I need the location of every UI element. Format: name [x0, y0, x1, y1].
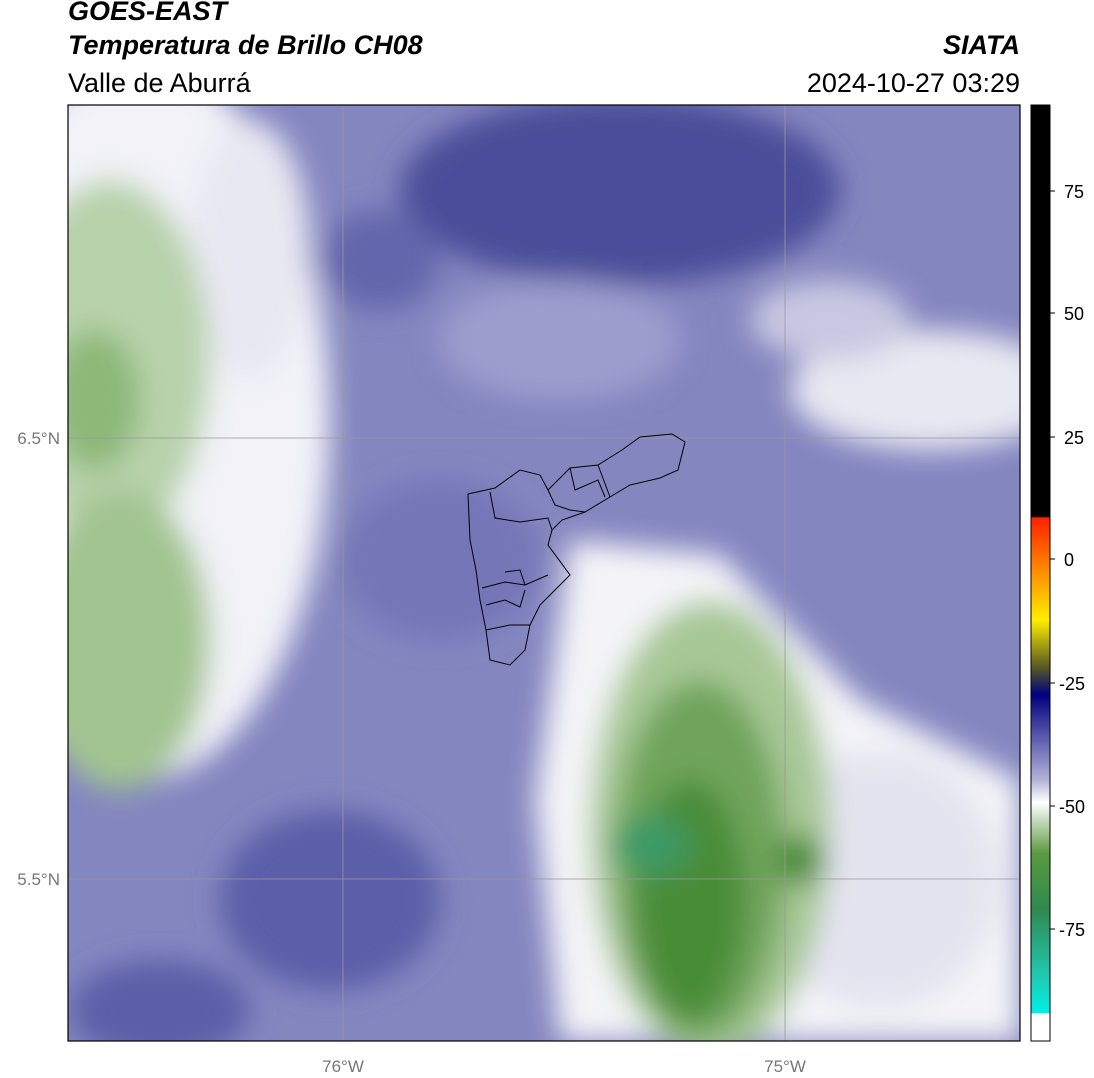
source: SIATA — [943, 30, 1020, 60]
region: Valle de Aburrá — [68, 68, 252, 98]
title: GOES-EAST — [68, 0, 230, 26]
map-frame — [67, 104, 1021, 1042]
colorbar-label: 0 — [1064, 550, 1074, 570]
lat-label: 5.5°N — [17, 870, 60, 889]
lat-label: 6.5°N — [17, 429, 60, 448]
municipal-outline — [467, 433, 686, 666]
map-image — [68, 105, 1020, 1041]
lon-label: 75°W — [764, 1057, 806, 1076]
datetime: 2024-10-27 03:29 — [807, 68, 1020, 98]
colorbar-label: 75 — [1064, 182, 1084, 202]
colorbar-label: 50 — [1064, 304, 1084, 324]
colorbar-label: -75 — [1059, 920, 1085, 940]
colorbar-label: -50 — [1059, 797, 1085, 817]
colorbar-label: 25 — [1064, 428, 1084, 448]
subtitle: Temperatura de Brillo CH08 — [68, 30, 423, 60]
colorbar-label: -25 — [1059, 674, 1085, 694]
lon-label: 76°W — [322, 1057, 364, 1076]
colorbar — [1030, 104, 1051, 1042]
colorbar-ticks — [1050, 190, 1055, 930]
